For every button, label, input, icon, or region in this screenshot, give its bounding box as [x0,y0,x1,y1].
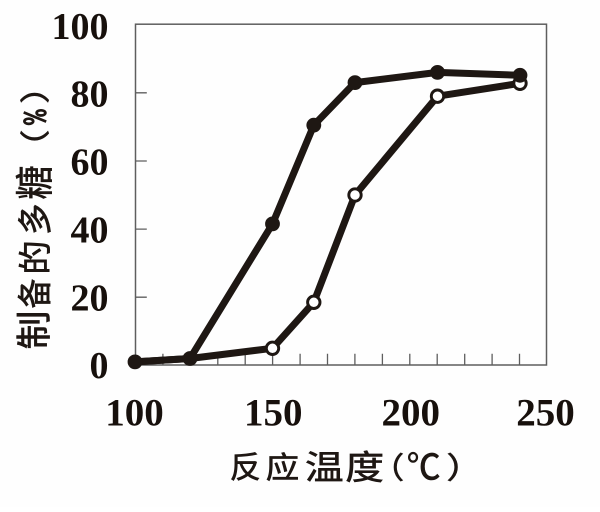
svg-text:250: 250 [516,392,575,435]
svg-text:40: 40 [71,209,109,251]
svg-text:200: 200 [382,392,441,435]
svg-text:150: 150 [244,392,303,435]
svg-text:20: 20 [71,277,109,319]
svg-text:80: 80 [71,74,109,116]
svg-text:60: 60 [71,141,109,183]
svg-text:0: 0 [90,345,109,387]
svg-text:100: 100 [52,6,109,48]
svg-text:100: 100 [105,392,164,435]
